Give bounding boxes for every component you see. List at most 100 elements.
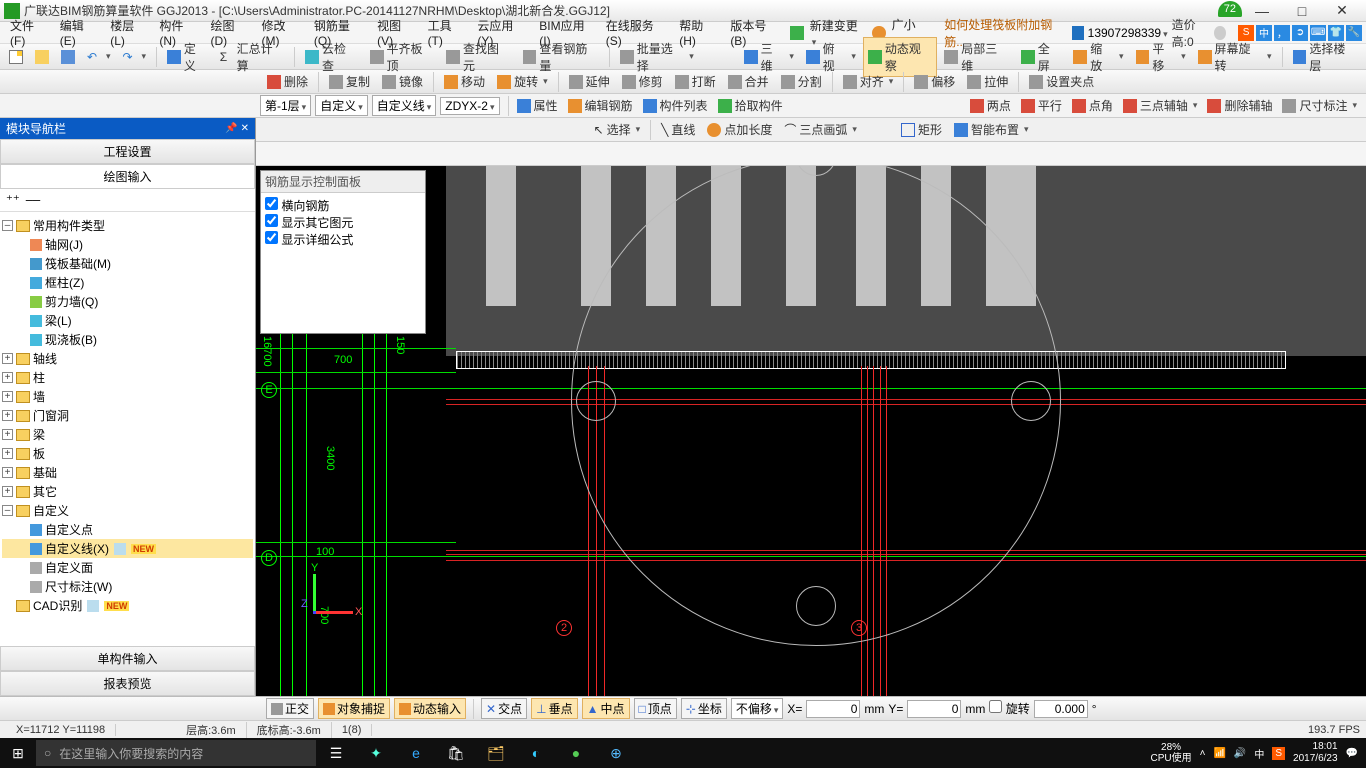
- two-point-button[interactable]: 两点: [965, 94, 1016, 117]
- tree-expander[interactable]: +: [2, 391, 13, 402]
- rotate-button[interactable]: 旋转: [492, 70, 553, 93]
- delete-aux-button[interactable]: 删除辅轴: [1202, 94, 1277, 117]
- tree-expander[interactable]: –: [2, 220, 13, 231]
- select-floor-button[interactable]: 选择楼层: [1288, 37, 1362, 77]
- tray-sougou-icon[interactable]: S: [1272, 747, 1285, 760]
- nav-tab-single[interactable]: 单构件输入: [0, 646, 255, 671]
- tray-notifications-icon[interactable]: 💬: [1346, 748, 1358, 759]
- vp-smart-layout-button[interactable]: 智能布置: [949, 118, 1034, 141]
- offset-select[interactable]: 不偏移: [731, 698, 784, 719]
- tray-ime-icon[interactable]: 中: [1254, 746, 1264, 761]
- tree-castslab[interactable]: 现浇板(B): [45, 331, 97, 348]
- set-clamp-button[interactable]: 设置夹点: [1024, 70, 1099, 93]
- apex-toggle[interactable]: □顶点: [634, 698, 677, 719]
- system-tray[interactable]: 28%CPU使用 ˄ 📶 🔊 中 S 18:012017/6/23 💬: [1143, 741, 1366, 765]
- notification-badge[interactable]: 72: [1218, 1, 1242, 17]
- midpoint-toggle[interactable]: ▲中点: [582, 698, 630, 719]
- cb-show-other[interactable]: 显示其它图元: [265, 214, 421, 231]
- mirror-button[interactable]: 镜像: [377, 70, 428, 93]
- osnap-toggle[interactable]: 对象捕捉: [318, 698, 390, 719]
- collapse-all-icon[interactable]: ––: [26, 192, 40, 208]
- pin-icon[interactable]: 📌 ✕: [225, 123, 249, 134]
- zdyx-select[interactable]: ZDYX-2: [440, 97, 499, 115]
- tree-expander[interactable]: +: [2, 467, 13, 478]
- nav-tab-project[interactable]: 工程设置: [0, 139, 255, 164]
- tree-custline[interactable]: 自定义线(X): [45, 540, 109, 557]
- rebar-display-panel[interactable]: 钢筋显示控制面板 横向钢筋 显示其它图元 显示详细公式: [260, 170, 426, 334]
- vp-pt-length-button[interactable]: 点加长度: [702, 118, 777, 141]
- taskbar-search[interactable]: ○ 在这里输入你要搜索的内容: [36, 740, 316, 766]
- expand-all-icon[interactable]: ⁺⁺: [6, 192, 20, 208]
- store-icon[interactable]: 🛍: [436, 745, 476, 762]
- move-button[interactable]: 移动: [439, 70, 490, 93]
- explorer-icon[interactable]: 🗂: [476, 745, 516, 762]
- tree-expander[interactable]: +: [2, 372, 13, 383]
- new-button[interactable]: [4, 47, 28, 67]
- coord-toggle[interactable]: ⊹坐标: [681, 698, 727, 719]
- cortana-icon[interactable]: ✦: [356, 745, 396, 762]
- tree-axis[interactable]: 轴线: [33, 350, 57, 367]
- custom-line-select[interactable]: 自定义线: [372, 95, 437, 116]
- intersect-toggle[interactable]: ✕交点: [481, 698, 527, 719]
- tree-custpoint[interactable]: 自定义点: [45, 521, 93, 538]
- three-axis-button[interactable]: 三点辅轴: [1118, 94, 1203, 117]
- parallel-button[interactable]: 平行: [1016, 94, 1067, 117]
- ortho-toggle[interactable]: 正交: [266, 698, 314, 719]
- component-tree[interactable]: –常用构件类型 轴网(J) 筏板基础(M) 框柱(Z) 剪力墙(Q) 梁(L) …: [0, 212, 255, 646]
- tree-axisnet[interactable]: 轴网(J): [45, 236, 83, 253]
- attribute-button[interactable]: 属性: [512, 94, 563, 117]
- vp-three-arc-button[interactable]: ⌒三点画弧: [779, 118, 862, 141]
- menu-floor[interactable]: 楼层(L): [104, 15, 153, 50]
- tree-custom[interactable]: 自定义: [33, 502, 69, 519]
- pan-button[interactable]: 平移: [1131, 37, 1191, 77]
- redo-button[interactable]: ↷: [118, 47, 152, 67]
- rotate-input[interactable]: [1034, 700, 1088, 718]
- save-button[interactable]: [56, 47, 80, 67]
- layer-select[interactable]: 第-1层: [260, 95, 311, 116]
- cb-horizontal-rebar[interactable]: 横向钢筋: [265, 197, 421, 214]
- undo-button[interactable]: ↶: [82, 47, 116, 67]
- app-icon-3[interactable]: ⊕: [596, 745, 636, 762]
- merge-button[interactable]: 合并: [723, 70, 774, 93]
- nav-tab-draw[interactable]: 绘图输入: [0, 164, 255, 189]
- tree-expander[interactable]: +: [2, 353, 13, 364]
- delete-button[interactable]: 删除: [262, 70, 313, 93]
- tree-cad[interactable]: CAD识别: [33, 597, 82, 614]
- tree-custface[interactable]: 自定义面: [45, 559, 93, 576]
- perp-toggle[interactable]: ⊥垂点: [531, 698, 577, 719]
- stretch-button[interactable]: 拉伸: [962, 70, 1013, 93]
- custom-select[interactable]: 自定义: [315, 95, 368, 116]
- edge-icon[interactable]: e: [396, 745, 436, 761]
- cb-show-formula[interactable]: 显示详细公式: [265, 231, 421, 248]
- tray-up-icon[interactable]: ˄: [1200, 748, 1206, 759]
- vp-select-button[interactable]: ↖选择: [589, 118, 646, 141]
- tree-expander[interactable]: –: [2, 505, 13, 516]
- tree-beam[interactable]: 梁(L): [45, 312, 72, 329]
- tree-expander[interactable]: +: [2, 486, 13, 497]
- tree-common[interactable]: 常用构件类型: [33, 217, 105, 234]
- screen-rotate-button[interactable]: 屏幕旋转: [1193, 37, 1277, 77]
- tree-expander[interactable]: +: [2, 429, 13, 440]
- break-button[interactable]: 打断: [670, 70, 721, 93]
- open-button[interactable]: [30, 47, 54, 67]
- tree-raft[interactable]: 筏板基础(M): [45, 255, 111, 272]
- rotate-checkbox[interactable]: 旋转: [989, 700, 1029, 717]
- app-icon-2[interactable]: ●: [556, 745, 596, 761]
- nav-tab-report[interactable]: 报表预览: [0, 671, 255, 696]
- tree-shear[interactable]: 剪力墙(Q): [45, 293, 98, 310]
- task-view-icon[interactable]: ☰: [316, 745, 356, 762]
- dim-note-button[interactable]: 尺寸标注: [1277, 94, 1362, 117]
- tree-dimnote[interactable]: 尺寸标注(W): [45, 578, 112, 595]
- align-button[interactable]: 对齐: [838, 70, 899, 93]
- extend-button[interactable]: 延伸: [564, 70, 615, 93]
- tree-wall[interactable]: 墙: [33, 388, 45, 405]
- y-input[interactable]: [907, 700, 961, 718]
- point-angle-button[interactable]: 点角: [1067, 94, 1118, 117]
- pick-component-button[interactable]: 拾取构件: [713, 94, 788, 117]
- tray-clock[interactable]: 18:012017/6/23: [1293, 741, 1338, 765]
- menu-edit[interactable]: 编辑(E): [54, 15, 104, 50]
- menu-file[interactable]: 文件(F): [4, 15, 54, 50]
- tree-found[interactable]: 基础: [33, 464, 57, 481]
- tree-frcol[interactable]: 框柱(Z): [45, 274, 84, 291]
- define-button[interactable]: 定义: [162, 37, 213, 77]
